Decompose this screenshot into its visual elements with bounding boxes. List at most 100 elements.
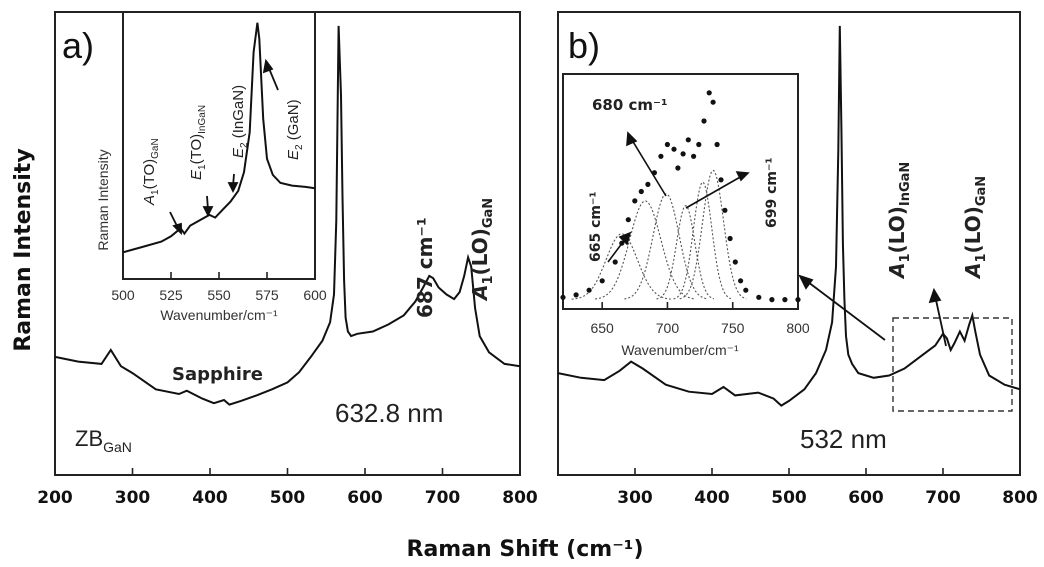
inset-b-data-point (685, 137, 691, 143)
arrow-to-inset (807, 281, 886, 341)
inset-b-data-point (680, 151, 686, 157)
inset-b-data-point (658, 153, 664, 159)
arrow-e1to-head (202, 206, 214, 218)
panel-b: 300 400 500 600 700 800 b) 532 nm A1(LO)InGaN… (557, 11, 1038, 508)
arrow-a1to-head (172, 222, 182, 236)
peak-699-label: 699 cm⁻¹ (764, 157, 780, 228)
a1lo-ingan-label: A1(LO)InGaN (885, 162, 913, 280)
inset-b-data-point (645, 181, 651, 187)
inset-b-data-point (671, 146, 677, 152)
inset-b-data-point (696, 141, 702, 148)
panel-a-x-ticks: 200 300 400 500 600 700 800 (37, 468, 538, 508)
zb-gan-label: ZBGaN (75, 426, 132, 455)
arrow-e2-ingan-head (227, 182, 239, 194)
inset-b-data-point (632, 198, 638, 204)
inset-a-x-tick-label: 550 (207, 287, 231, 303)
inset-b-data-point (691, 153, 697, 159)
arrow-699-head (735, 171, 750, 182)
inset-b-data-point (599, 278, 605, 284)
inset-b-data-points (560, 90, 801, 303)
panel-a-x-tick-label: 800 (502, 488, 538, 508)
inset-b-data-point (560, 294, 566, 300)
panel-b-x-tick-label: 400 (694, 488, 730, 508)
inset-b-data-point (675, 165, 681, 171)
inset-b-data-point (625, 217, 631, 223)
inset-b-data-point (722, 207, 728, 213)
inset-b-x-tick-label: 750 (721, 320, 745, 336)
arrow-e2-gan-head (262, 58, 274, 74)
a1lo-gan-label-b: A1(LO)GaN (961, 176, 989, 280)
inset-b-data-point (714, 141, 720, 148)
panel-a-x-tick-label: 200 (37, 488, 73, 508)
panel-a: 200 300 400 500 600 700 800 a) Sapphire ZBGaN … (37, 11, 538, 508)
inset-b-x-tick-label: 700 (656, 320, 680, 336)
y-axis-label: Raman Intensity (11, 148, 36, 351)
inset-a-x-ticks: 500 525 550 575 600 (111, 272, 327, 303)
panel-a-x-tick-label: 600 (347, 488, 383, 508)
inset-b-data-point (732, 259, 738, 265)
panel-b-spectrum-line (557, 25, 1021, 407)
panel-a-spectrum-line (54, 25, 521, 406)
inset-b-data-point (710, 99, 716, 105)
peak-665-label: 665 cm⁻¹ (588, 191, 604, 262)
inset-a-x-tick-label: 600 (303, 287, 327, 303)
e1to-ingan-label: E1(TO)InGaN (188, 105, 208, 180)
inset-b-data-point (573, 292, 579, 298)
e2-gan-label: E2 (GaN) (285, 99, 305, 160)
peak-687-label: 687 cm⁻¹ (413, 217, 437, 318)
peak-680-label: 680 cm⁻¹ (592, 96, 668, 114)
arrow-699 (685, 175, 743, 209)
inset-b-data-point (727, 235, 733, 242)
e2-ingan-label: E2 (InGaN) (230, 85, 250, 158)
panel-b-x-tick-label: 500 (771, 488, 807, 508)
inset-a-x-label: Wavenumber/cm⁻¹ (160, 307, 278, 323)
inset-b-data-point (743, 287, 749, 293)
panel-b-x-ticks: 300 400 500 600 700 800 (617, 468, 1038, 508)
arrow-to-inset-head (798, 274, 814, 290)
panel-b-label: b) (568, 25, 600, 66)
sapphire-label: Sapphire (172, 364, 263, 385)
arrow-665-head (618, 231, 632, 246)
inset-b-data-point (782, 297, 788, 303)
inset-a-x-tick-label: 575 (255, 287, 279, 303)
inset-b-data-point (718, 177, 724, 183)
panel-a-x-tick-label: 500 (270, 488, 306, 508)
inset-b-data-point (738, 278, 744, 284)
inset-a-frame (122, 11, 316, 280)
panel-a-x-tick-label: 700 (425, 488, 461, 508)
arrow-a1lo-ingan-head (928, 287, 942, 304)
arrow-665 (607, 237, 627, 263)
inset-a-y-label: Raman Intensity (95, 149, 111, 250)
inset-b-data-point (769, 297, 775, 303)
inset-a-x-tick-label: 500 (111, 287, 135, 303)
inset-b-data-point (701, 118, 707, 124)
panel-a-label: a) (62, 25, 94, 66)
inset-b-x-ticks: 650 700 750 800 (590, 302, 810, 336)
panel-a-x-tick-label: 400 (192, 488, 228, 508)
a1to-gan-label: A1(TO)GaN (141, 138, 161, 206)
arrow-680 (631, 139, 667, 197)
x-axis-label: Raman Shift (cm⁻¹) (407, 537, 644, 562)
panel-b-x-tick-label: 300 (617, 488, 653, 508)
panel-a-x-tick-label: 300 (115, 488, 151, 508)
inset-b-fit-components (571, 169, 747, 300)
inset-b-data-point (638, 188, 644, 195)
zoom-region-box (892, 317, 1013, 412)
laser-wavelength-b: 532 nm (800, 424, 887, 454)
inset-b-data-point (756, 294, 762, 300)
panel-b-inset: 650 700 750 800 Wavenumber/cm⁻¹ 680 cm⁻¹ 66… (560, 73, 810, 358)
fit-component-4 (656, 205, 715, 300)
inset-b-data-point (795, 297, 801, 303)
laser-wavelength-a: 632.8 nm (335, 398, 443, 428)
inset-b-x-tick-label: 650 (590, 320, 614, 336)
a1lo-gan-label-a: A1(LO)GaN (468, 198, 496, 302)
inset-b-x-label: Wavenumber/cm⁻¹ (621, 342, 739, 358)
panel-a-inset: 500 525 550 575 600 Wavenumber/cm⁻¹ Raman In… (95, 11, 327, 323)
inset-b-data-point (664, 141, 671, 148)
inset-a-x-tick-label: 525 (159, 287, 183, 303)
fit-component-5 (673, 181, 732, 300)
panel-b-x-tick-label: 800 (1002, 488, 1038, 508)
inset-b-data-point (586, 287, 592, 293)
arrow-a1lo-ingan (935, 299, 947, 347)
